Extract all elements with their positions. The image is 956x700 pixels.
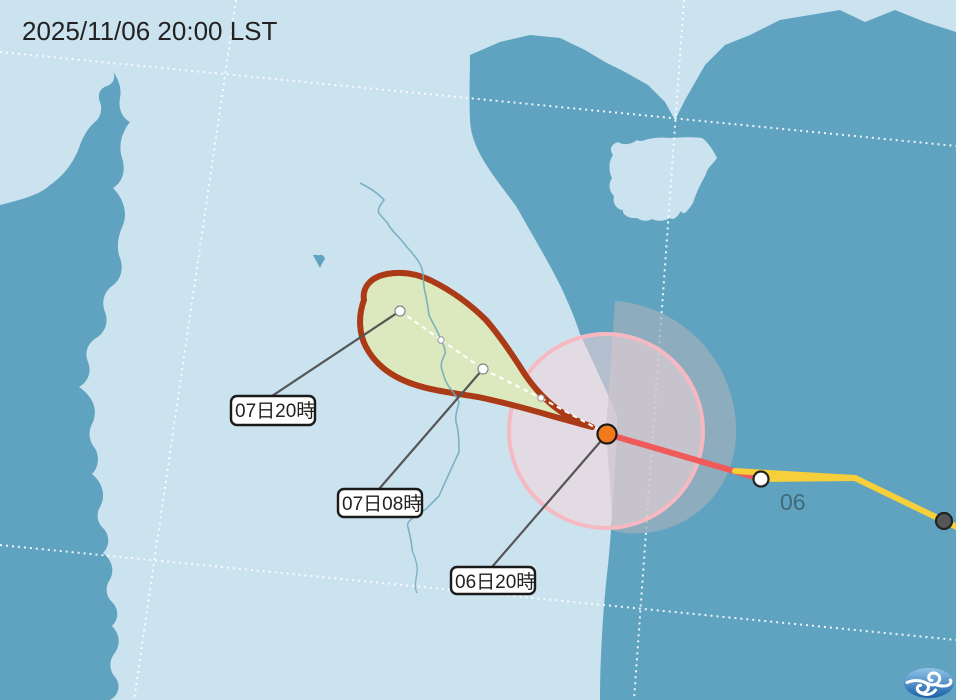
svg-text:06: 06: [780, 489, 806, 515]
svg-text:07日20時: 07日20時: [235, 400, 315, 422]
svg-text:2025/11/06 20:00 LST: 2025/11/06 20:00 LST: [22, 16, 278, 46]
svg-text:06日20時: 06日20時: [455, 571, 535, 593]
svg-text:07日08時: 07日08時: [342, 493, 422, 515]
